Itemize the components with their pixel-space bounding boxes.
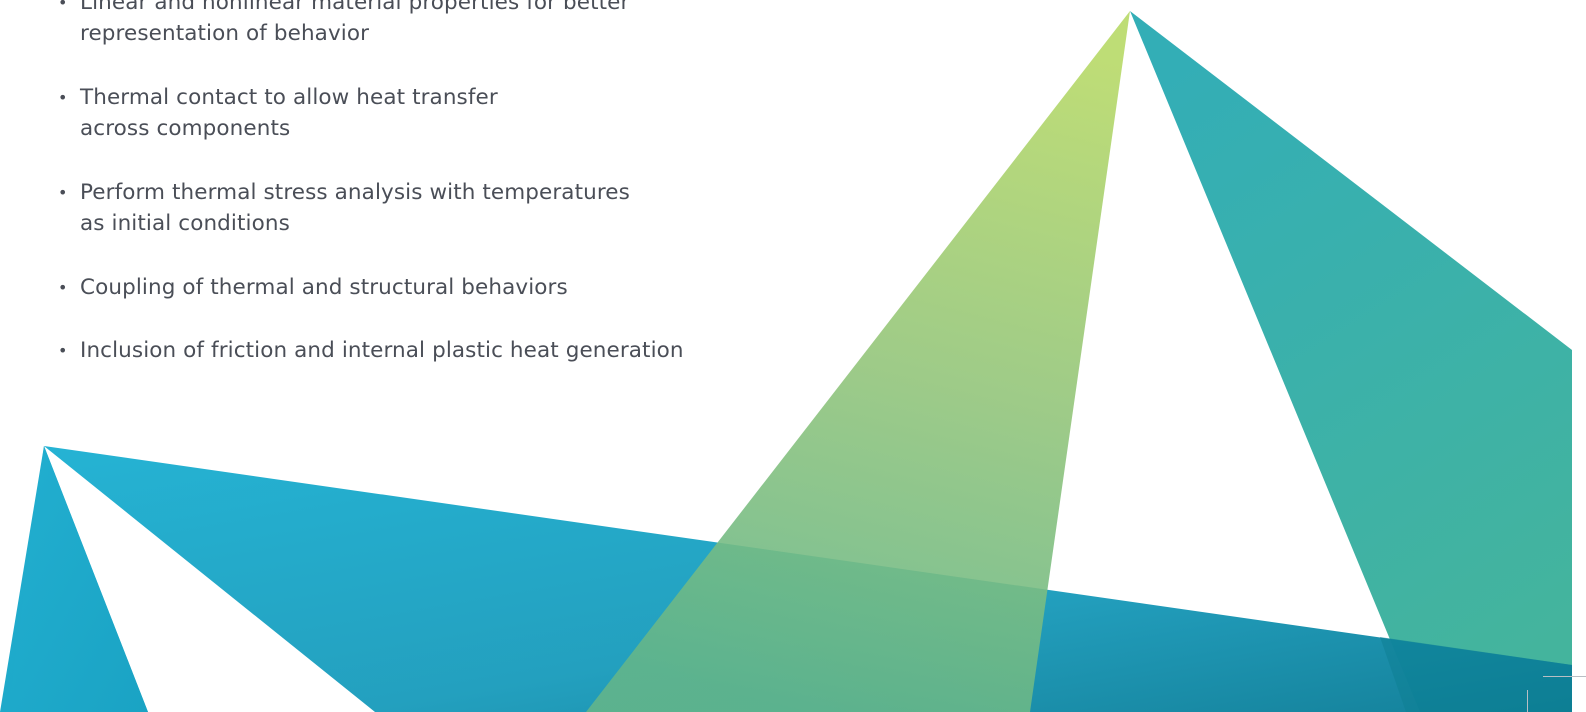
crop-mark-horizontal [1543,676,1586,677]
list-item: Linear and nonlinear material properties… [58,0,684,49]
teal-triangle [1130,11,1572,712]
list-item: Coupling of thermal and structural behav… [58,272,684,303]
list-item: Inclusion of friction and internal plast… [58,335,684,366]
feature-list: Linear and nonlinear material properties… [58,0,684,366]
crop-mark-vertical [1527,690,1528,712]
list-item: Thermal contact to allow heat transfer a… [58,82,684,144]
list-item: Perform thermal stress analysis with tem… [58,177,684,239]
teal-blue-overlap [1380,637,1572,712]
left-blue-edge [8,446,148,712]
green-triangle [586,11,1130,712]
